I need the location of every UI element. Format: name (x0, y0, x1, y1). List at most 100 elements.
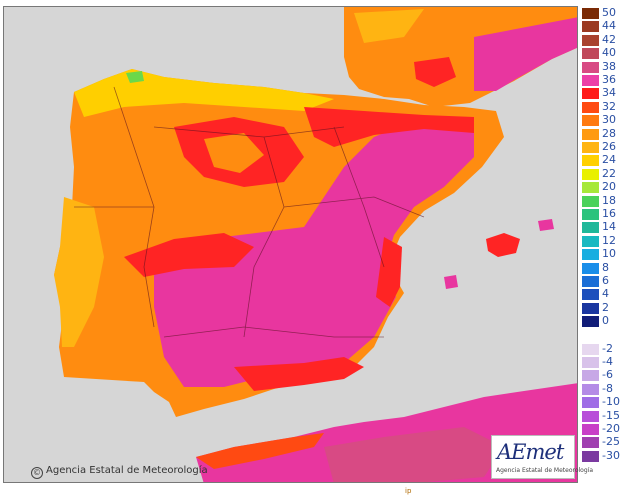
legend-entry: -15 (582, 408, 628, 422)
legend-label: -2 (602, 341, 613, 355)
legend-swatch (582, 289, 599, 301)
legend-swatch (582, 115, 599, 127)
logo-mark: AEmet (497, 440, 564, 464)
iberia-map-graphic (54, 7, 577, 482)
legend-swatch (582, 343, 599, 355)
ibiza-island (444, 275, 458, 289)
legend-label: 40 (602, 46, 616, 60)
legend-label: 8 (602, 260, 609, 274)
legend-entry: 20 (582, 180, 628, 194)
legend-swatch (582, 249, 599, 261)
legend-label: 26 (602, 140, 616, 153)
legend-label: 0 (602, 314, 609, 328)
legend-label: 16 (602, 207, 616, 220)
legend-label: 44 (602, 19, 616, 33)
legend-entry: 14 (582, 220, 628, 234)
legend-entry: 8 (582, 260, 628, 274)
aemet-logo: AEmet Agencia Estatal de Meteorología (491, 435, 593, 479)
legend-label: 24 (602, 153, 616, 167)
legend-label: -20 (602, 422, 620, 435)
duero-orange-core (204, 133, 264, 173)
central-hot-zone (154, 117, 474, 387)
legend-label: -15 (602, 408, 620, 422)
legend-label: -25 (602, 435, 620, 449)
legend-label: -30 (602, 448, 620, 462)
legend-label: 2 (602, 300, 609, 314)
legend-label: 18 (602, 193, 616, 207)
africa-red-coast (196, 433, 324, 469)
legend-entry: 0 (582, 314, 628, 328)
legend-swatch (582, 209, 599, 220)
temperature-map (3, 6, 578, 483)
legend-swatch (582, 424, 599, 435)
legend-label: 28 (602, 126, 616, 140)
legend-entry: 12 (582, 234, 628, 247)
legend-entry: 38 (582, 59, 628, 73)
legend-swatch (582, 34, 599, 46)
legend-entry: 50 (582, 6, 628, 19)
legend-entry: -20 (582, 422, 628, 435)
mallorca-island (486, 233, 520, 257)
legend-entry: -6 (582, 369, 628, 382)
legend-swatch (582, 21, 599, 33)
legend-label: 38 (602, 59, 616, 73)
legend-swatch (582, 410, 599, 422)
legend-entry: 34 (582, 86, 628, 100)
east-red-coast (376, 237, 402, 307)
north-green-spot (126, 71, 144, 83)
legend-swatch (582, 316, 599, 328)
menorca-island (538, 219, 554, 231)
legend-swatch (582, 61, 599, 73)
legend-swatch (582, 370, 599, 382)
legend-swatch (582, 142, 599, 153)
legend-entry: -4 (582, 356, 628, 368)
legend-entry: 22 (582, 166, 628, 180)
legend-swatch (582, 168, 599, 180)
legend-label: 36 (602, 73, 616, 86)
bottom-marker: ip (405, 487, 412, 495)
legend-entry: 42 (582, 32, 628, 46)
legend-swatch (582, 88, 599, 100)
legend-swatch (582, 8, 599, 19)
legend-label: 10 (602, 247, 616, 261)
legend-swatch (582, 128, 599, 140)
legend-swatch (582, 155, 599, 167)
region-borders (74, 86, 425, 338)
legend-entry: 10 (582, 247, 628, 261)
legend-entry: 36 (582, 73, 628, 86)
legend-label: 50 (602, 6, 616, 19)
france-yellow-area (354, 9, 424, 43)
legend-entry: 16 (582, 207, 628, 220)
legend-entry: 18 (582, 193, 628, 207)
legend-label: 22 (602, 166, 616, 180)
legend-entry: 2 (582, 300, 628, 314)
legend-entry: 4 (582, 287, 628, 301)
portugal-coast-orange (54, 197, 104, 347)
africa-dark-area (324, 427, 504, 482)
legend-entry: 6 (582, 274, 628, 287)
legend-swatch (582, 235, 599, 247)
legend-entry: 30 (582, 114, 628, 127)
legend-swatch (582, 450, 599, 462)
credit-text: Agencia Estatal de Meteorología (46, 465, 208, 476)
central-red-ring (124, 233, 254, 277)
legend-entry: -8 (582, 382, 628, 395)
southeast-red-coast (234, 357, 364, 391)
legend-entry: -2 (582, 341, 628, 355)
legend-label: 6 (602, 274, 609, 287)
legend-label: 42 (602, 32, 616, 46)
legend-entry: 26 (582, 140, 628, 153)
legend-label: 14 (602, 220, 616, 234)
legend-label: 4 (602, 287, 609, 301)
legend-entry: 28 (582, 126, 628, 140)
legend-swatch (582, 276, 599, 287)
legend-swatch (582, 357, 599, 368)
legend-label: 20 (602, 180, 616, 194)
legend-label: 32 (602, 99, 616, 113)
legend-swatch (582, 262, 599, 274)
legend-swatch (582, 48, 599, 60)
legend-label: 34 (602, 86, 616, 100)
france-red-area (414, 57, 456, 87)
legend-entry: 32 (582, 99, 628, 113)
legend-swatch (582, 101, 599, 113)
